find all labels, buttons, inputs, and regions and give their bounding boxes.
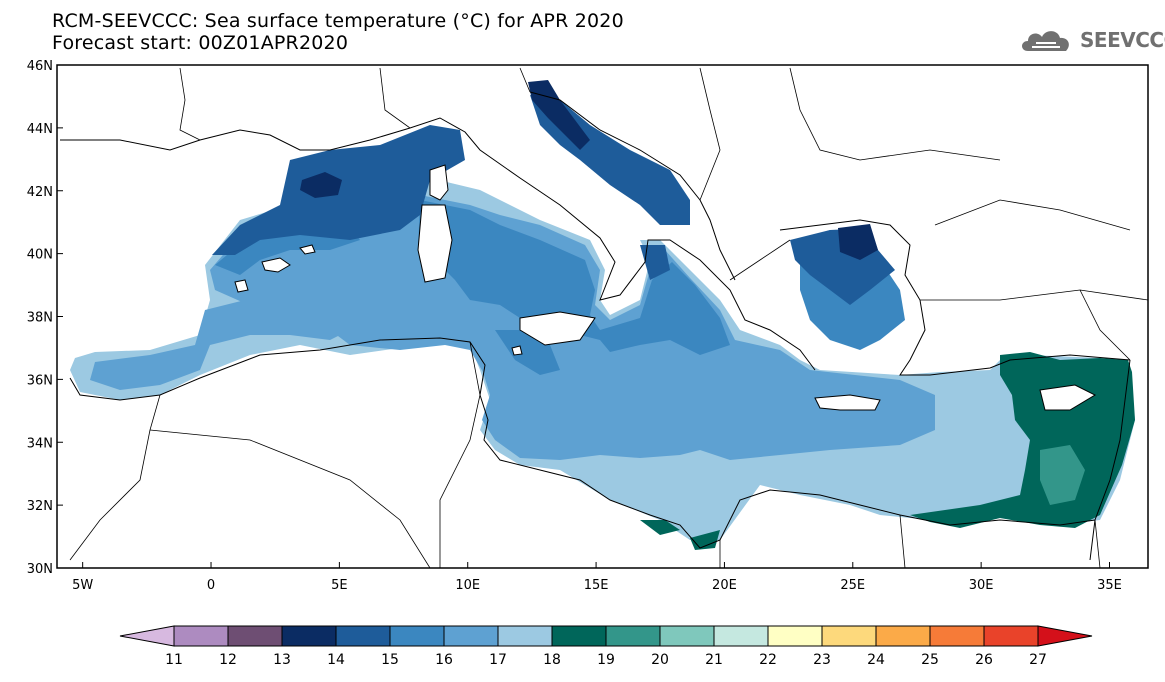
colorbar-over-arrow	[1037, 625, 1093, 647]
lat-tick-label: 44N	[27, 122, 53, 137]
colorbar-label: 21	[705, 652, 723, 668]
colorbar-segment	[227, 625, 283, 647]
lat-tick-label: 46N	[27, 59, 53, 74]
title-line-1: RCM-SEEVCCC: Sea surface temperature (°C…	[52, 10, 624, 32]
land-masses	[234, 164, 1097, 411]
colorbar-segment	[659, 625, 715, 647]
colorbar-segment	[875, 625, 931, 647]
latitude-axis: 46N 44N 42N 40N 38N 36N 34N 32N 30N	[27, 59, 63, 577]
lon-tick-label: 20E	[712, 578, 737, 593]
temperature-colorbar: 11 12 13 14 15 16 17 18 19 20 21 22 23 24 25 26 27	[119, 625, 1093, 668]
colorbar-segment	[929, 625, 985, 647]
colorbar-segment	[713, 625, 769, 647]
lon-tick-label: 5E	[331, 578, 348, 593]
colorbar-segment	[983, 625, 1039, 647]
map-title: RCM-SEEVCCC: Sea surface temperature (°C…	[52, 10, 624, 54]
colorbar-segment	[281, 625, 337, 647]
sst-zone-18-19	[640, 352, 1135, 550]
lon-tick-label: 0	[207, 578, 215, 593]
cloud-icon	[1022, 31, 1069, 51]
lon-tick-label: 35E	[1097, 578, 1122, 593]
sea-temperature-field	[60, 67, 1148, 568]
lat-tick-label: 32N	[27, 499, 53, 514]
colorbar-label: 13	[273, 652, 291, 668]
colorbar-label: 22	[759, 652, 777, 668]
colorbar-segment	[173, 625, 229, 647]
colorbar-segment	[767, 625, 823, 647]
country-borders	[69, 67, 1148, 568]
lon-tick-label: 10E	[455, 578, 480, 593]
colorbar-segment	[497, 625, 553, 647]
lon-tick-label: 30E	[969, 578, 994, 593]
colorbar-label: 14	[327, 652, 345, 668]
lon-tick-label: 5W	[72, 578, 93, 593]
colorbar-label: 24	[867, 652, 885, 668]
sst-zone-16-17	[90, 195, 935, 460]
colorbar-label: 12	[219, 652, 237, 668]
seevccc-logo: SEEVCCC	[1018, 22, 1165, 58]
sardinia-island	[417, 204, 453, 283]
logo-text: SEEVCCC	[1080, 28, 1165, 52]
colorbar-segment	[551, 625, 607, 647]
colorbar-segment	[335, 625, 391, 647]
colorbar-label: 26	[975, 652, 993, 668]
longitude-axis: 5W 0 5E 10E 15E 20E 25E 30E 35E	[72, 562, 1122, 593]
sicily-island	[519, 311, 596, 346]
lon-tick-label: 25E	[840, 578, 865, 593]
sst-zone-19-20	[1040, 445, 1085, 505]
colorbar-label: 25	[921, 652, 939, 668]
cyprus-island	[1039, 384, 1097, 411]
malta-island	[511, 345, 523, 356]
colorbar-label: 18	[543, 652, 561, 668]
colorbar-label: 11	[165, 652, 183, 668]
colorbar-label: 23	[813, 652, 831, 668]
sst-zone-15-16	[215, 200, 905, 375]
colorbar-label: 15	[381, 652, 399, 668]
title-line-2: Forecast start: 00Z01APR2020	[52, 32, 349, 54]
colorbar-label: 19	[597, 652, 615, 668]
corsica-island	[429, 164, 449, 201]
lat-tick-label: 42N	[27, 185, 53, 200]
lat-tick-label: 40N	[27, 248, 53, 263]
colorbar-label: 27	[1029, 652, 1047, 668]
lat-tick-label: 34N	[27, 436, 53, 451]
balearic-islands	[234, 244, 316, 293]
colorbar-label: 17	[489, 652, 507, 668]
colorbar-segment	[821, 625, 877, 647]
lat-tick-label: 36N	[27, 373, 53, 388]
sst-zone-14-15	[212, 95, 895, 305]
colorbar-under-arrow	[119, 625, 175, 647]
lon-tick-label: 15E	[584, 578, 609, 593]
colorbar-segment	[443, 625, 499, 647]
colorbar-label: 20	[651, 652, 669, 668]
colorbar-segment	[389, 625, 445, 647]
colorbar-label: 16	[435, 652, 453, 668]
colorbar-segment	[605, 625, 661, 647]
lat-tick-label: 30N	[27, 562, 53, 577]
lat-tick-label: 38N	[27, 311, 53, 326]
crete-island	[814, 394, 881, 411]
coastlines	[60, 91, 1131, 561]
